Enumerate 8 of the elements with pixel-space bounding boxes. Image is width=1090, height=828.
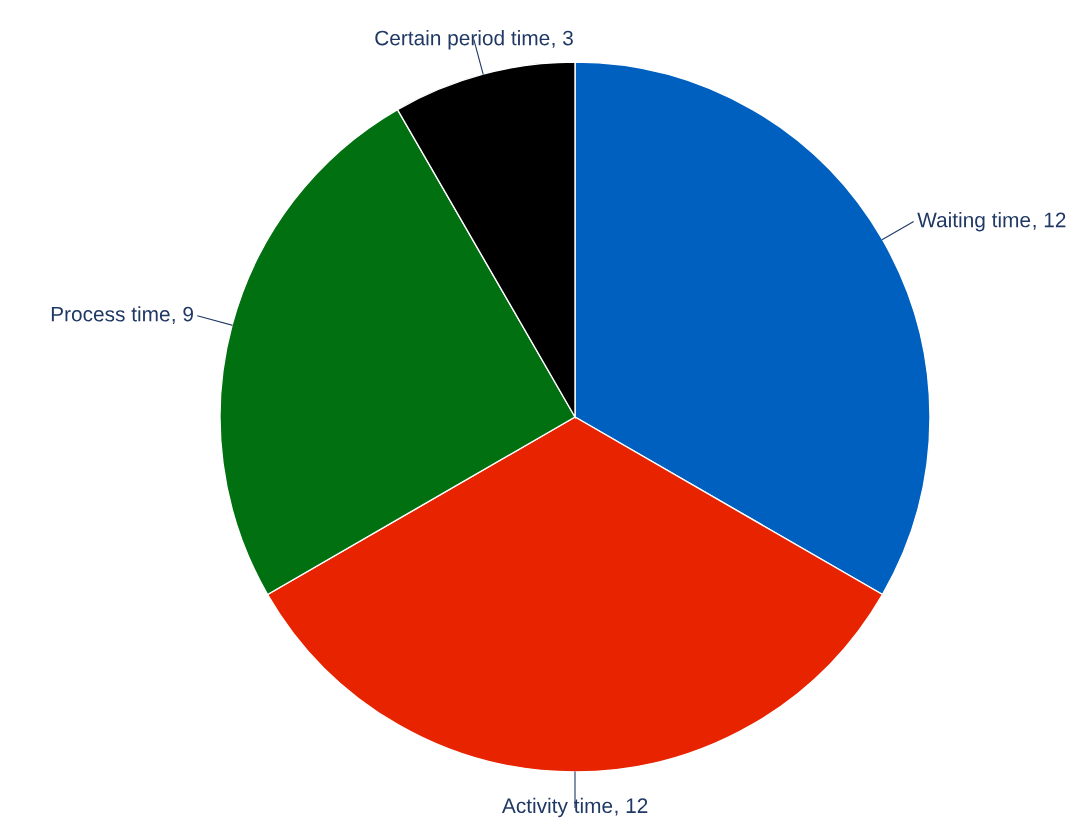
slice-label: Waiting time <box>917 212 1031 232</box>
data-label: , 3 <box>552 30 573 48</box>
slice-label: Activity time <box>501 797 613 818</box>
slice-label: Process time <box>51 306 170 322</box>
data-label: , 12 <box>1033 212 1066 230</box>
data-label: , 9 <box>172 306 193 324</box>
slice-label: Certain period time <box>375 30 550 50</box>
data-label: , 12 <box>615 798 648 816</box>
